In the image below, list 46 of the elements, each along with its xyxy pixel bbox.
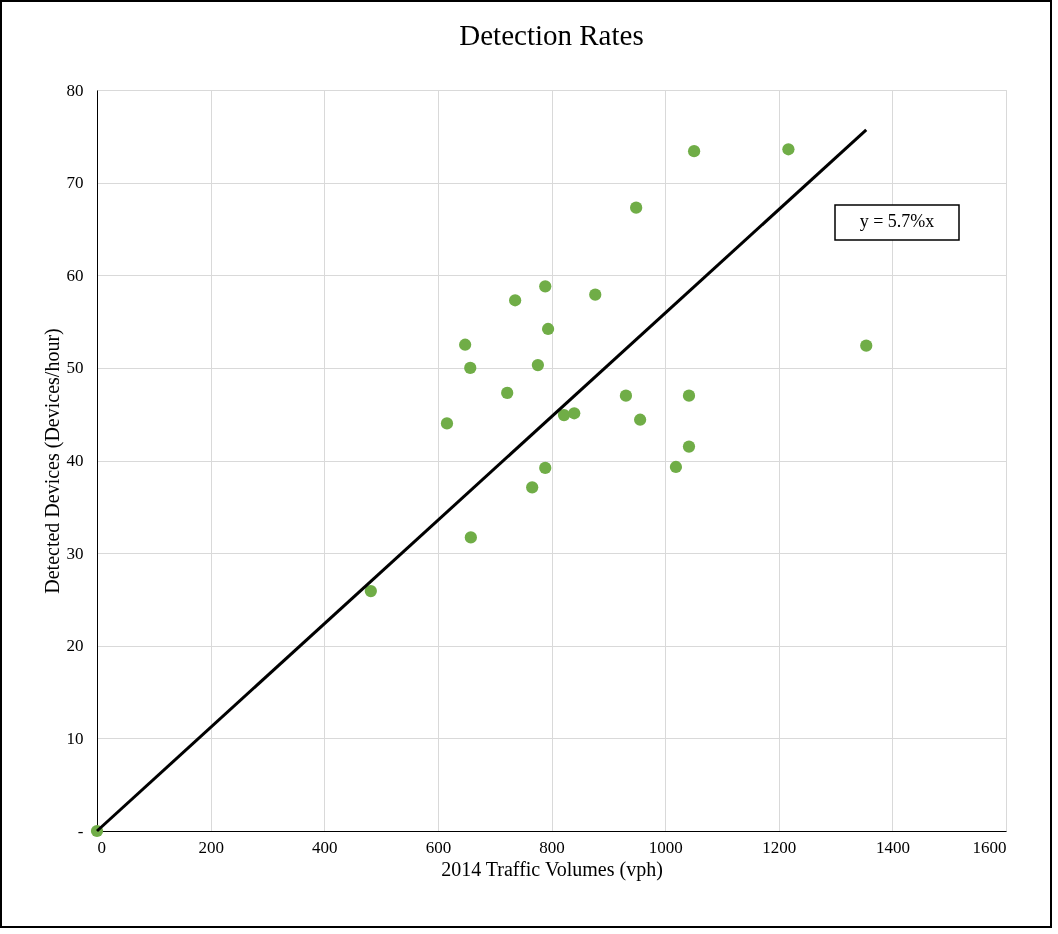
point <box>634 413 647 426</box>
point <box>669 460 683 474</box>
point <box>682 389 696 402</box>
point <box>541 322 555 336</box>
y-tick-label: 30 <box>66 543 84 563</box>
y-tick-label: 40 <box>66 451 84 470</box>
point <box>619 389 633 402</box>
x-axis-title: 2014 Traffic Volumes (vph) <box>441 857 663 881</box>
point <box>782 143 795 156</box>
point <box>364 584 377 598</box>
x-tick-label: 1000 <box>648 837 683 857</box>
point <box>501 386 514 399</box>
y-tick-label: 80 <box>66 80 84 100</box>
x-tick-label: 1600 <box>972 837 1007 857</box>
point <box>459 338 472 351</box>
annotation: y = 5.7%x <box>859 211 935 231</box>
point <box>568 407 581 420</box>
point <box>440 417 454 430</box>
point <box>589 288 602 301</box>
point <box>464 361 477 374</box>
x-tick-label: 0 <box>97 837 106 857</box>
chart-title: Detection Rates <box>459 19 644 51</box>
x-tick-label: 1200 <box>762 837 797 857</box>
point <box>509 294 522 307</box>
point <box>557 409 571 422</box>
x-tick-label: 600 <box>425 837 452 857</box>
y-tick-label: - <box>77 821 84 841</box>
point <box>531 358 544 372</box>
point <box>630 201 643 214</box>
point <box>860 339 873 352</box>
point <box>539 280 552 293</box>
point <box>539 461 552 475</box>
point <box>464 531 477 544</box>
y-tick-label: 50 <box>66 358 84 378</box>
x-tick-label: 400 <box>312 837 338 857</box>
y-tick-label: 60 <box>66 265 84 285</box>
y-tick-label: 10 <box>66 728 84 748</box>
x-tick-label: 1400 <box>875 837 910 857</box>
y-tick-label: 70 <box>66 173 84 193</box>
point <box>682 440 696 453</box>
point <box>526 481 539 494</box>
x-tick-label: 800 <box>539 837 565 857</box>
y-tick-label: 20 <box>66 636 84 656</box>
x-tick-label: 200 <box>198 837 224 857</box>
point <box>687 145 701 158</box>
y-axis-title: Detected Devices (Devices/hour) <box>40 328 64 594</box>
